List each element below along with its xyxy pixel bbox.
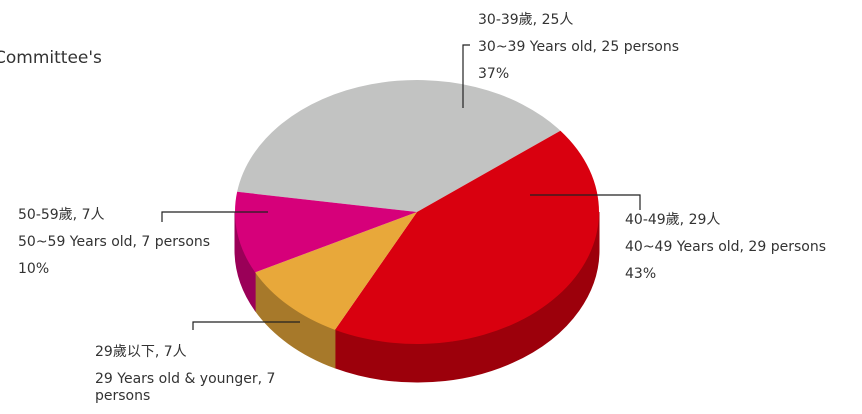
- chart-title: Committee's: [0, 48, 102, 68]
- slice-description: 29 Years old & younger, 7 persons: [95, 371, 276, 404]
- slice: [255, 212, 417, 330]
- slice-label: 30-39歲, 25人: [478, 12, 574, 28]
- slice-description: 30~39 Years old, 25 persons: [478, 39, 679, 55]
- leader-line: [161, 211, 268, 222]
- slice-percent: 43%: [625, 266, 657, 282]
- slice-label: 29歲以下, 7人: [95, 344, 187, 360]
- slice: [334, 130, 600, 345]
- slice-description: 50~59 Years old, 7 persons: [18, 234, 211, 250]
- slice-percent: 37%: [478, 66, 510, 82]
- slice-label: 50-59歲, 7人: [18, 207, 105, 223]
- slice-description: 40~49 Years old, 29 persons: [625, 239, 826, 255]
- leader-line: [530, 194, 641, 210]
- slice: [235, 191, 417, 273]
- slice-percent: 10%: [18, 261, 50, 277]
- slice: [237, 79, 561, 212]
- leader-line: [462, 44, 470, 108]
- leader-line: [192, 321, 300, 330]
- slice-label: 40-49歲, 29人: [625, 212, 721, 228]
